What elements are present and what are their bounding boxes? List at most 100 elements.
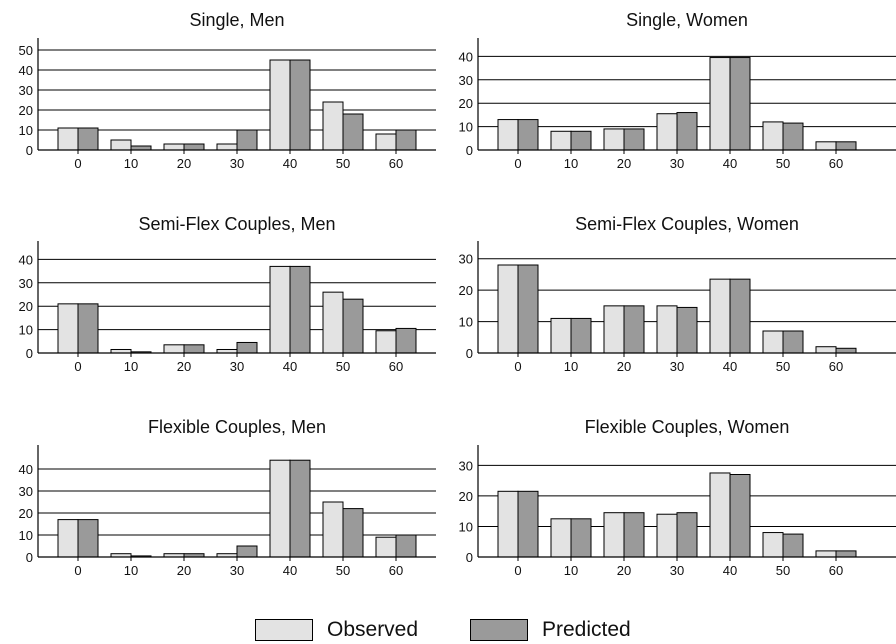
- x-tick-label: 0: [514, 359, 521, 374]
- bar-observed: [322, 291, 344, 354]
- x-tick-label: 10: [564, 359, 578, 374]
- bar-predicted: [183, 344, 205, 354]
- y-tick-label: 30: [459, 73, 473, 88]
- chart-panel: Flexible Couples, Women 0 10 20 30 0 10 20 30 40 5…: [459, 417, 896, 578]
- bar-predicted: [835, 550, 857, 558]
- y-tick-label: 30: [19, 484, 33, 499]
- bar-predicted: [835, 141, 857, 151]
- y-tick-label: 30: [459, 458, 473, 473]
- x-tick-label: 50: [776, 359, 790, 374]
- x-tick-label: 0: [74, 563, 81, 578]
- bar-observed: [497, 264, 519, 354]
- x-tick-label: 40: [283, 156, 297, 171]
- bar-predicted: [236, 129, 258, 151]
- chart-title: Semi-Flex Couples, Women: [575, 214, 799, 234]
- bar-predicted: [623, 512, 645, 558]
- y-tick-label: 0: [466, 550, 473, 565]
- bar-observed: [603, 512, 625, 558]
- y-tick-label: 10: [459, 315, 473, 330]
- bar-predicted: [183, 143, 205, 151]
- chart-title: Single, Women: [626, 10, 748, 30]
- x-tick-label: 20: [177, 156, 191, 171]
- x-tick-label: 20: [617, 359, 631, 374]
- x-tick-label: 60: [829, 156, 843, 171]
- y-tick-label: 0: [466, 143, 473, 158]
- bar-observed: [269, 59, 291, 151]
- bar-predicted: [782, 330, 804, 354]
- bar-predicted: [342, 113, 364, 151]
- y-tick-label: 20: [459, 283, 473, 298]
- bar-observed: [269, 459, 291, 558]
- y-tick-label: 30: [19, 276, 33, 291]
- chart-title: Flexible Couples, Men: [148, 417, 326, 437]
- x-tick-label: 10: [124, 359, 138, 374]
- bar-observed: [375, 133, 397, 151]
- bar-observed: [603, 128, 625, 151]
- x-tick-label: 30: [670, 563, 684, 578]
- y-tick-label: 20: [459, 489, 473, 504]
- bar-predicted: [289, 459, 311, 558]
- x-tick-label: 50: [336, 563, 350, 578]
- bar-predicted: [236, 341, 258, 354]
- bar-observed: [497, 119, 519, 151]
- y-tick-label: 40: [19, 63, 33, 78]
- bar-predicted: [517, 119, 539, 151]
- x-tick-label: 40: [723, 563, 737, 578]
- x-tick-label: 40: [723, 156, 737, 171]
- x-tick-label: 10: [564, 156, 578, 171]
- y-tick-label: 20: [19, 103, 33, 118]
- bar-observed: [550, 130, 572, 151]
- bar-observed: [656, 113, 678, 151]
- bar-observed: [550, 317, 572, 354]
- chart-title: Single, Men: [189, 10, 284, 30]
- bar-predicted: [77, 519, 99, 558]
- bar-observed: [550, 518, 572, 558]
- x-tick-label: 40: [723, 359, 737, 374]
- x-tick-label: 30: [230, 359, 244, 374]
- x-tick-label: 10: [564, 563, 578, 578]
- bar-predicted: [77, 127, 99, 151]
- bar-observed: [603, 305, 625, 354]
- bar-observed: [497, 490, 519, 558]
- bar-predicted: [729, 278, 751, 354]
- bar-predicted: [782, 122, 804, 151]
- bar-predicted: [395, 534, 417, 558]
- y-tick-label: 10: [459, 519, 473, 534]
- x-tick-label: 60: [389, 563, 403, 578]
- y-tick-label: 10: [19, 323, 33, 338]
- x-tick-label: 0: [514, 156, 521, 171]
- x-tick-label: 60: [829, 563, 843, 578]
- bar-observed: [216, 143, 238, 151]
- legend-item-predicted: Predicted: [470, 618, 631, 642]
- x-tick-label: 20: [177, 563, 191, 578]
- bar-predicted: [517, 264, 539, 354]
- bar-observed: [57, 519, 79, 558]
- bar-observed: [709, 278, 731, 354]
- bar-observed: [762, 121, 784, 151]
- chart-title: Flexible Couples, Women: [585, 417, 790, 437]
- x-tick-label: 60: [389, 359, 403, 374]
- bar-observed: [815, 141, 837, 151]
- y-tick-label: 10: [19, 123, 33, 138]
- y-tick-label: 30: [459, 252, 473, 267]
- bar-observed: [269, 265, 291, 354]
- bar-observed: [709, 57, 731, 151]
- bar-predicted: [835, 347, 857, 354]
- x-tick-label: 10: [124, 156, 138, 171]
- bar-predicted: [395, 327, 417, 354]
- bar-observed: [322, 101, 344, 151]
- chart-panel: Semi-Flex Couples, Women 0 10 20 30 0 10 20 30 40…: [459, 214, 896, 374]
- x-tick-label: 60: [389, 156, 403, 171]
- bar-predicted: [782, 533, 804, 558]
- bar-predicted: [342, 298, 364, 354]
- x-tick-label: 20: [617, 156, 631, 171]
- x-tick-label: 0: [514, 563, 521, 578]
- legend-swatch-predicted: [470, 619, 528, 641]
- bar-observed: [815, 346, 837, 354]
- bar-observed: [57, 127, 79, 151]
- y-tick-label: 10: [19, 528, 33, 543]
- legend-swatch-observed: [255, 619, 313, 641]
- x-tick-label: 20: [177, 359, 191, 374]
- y-tick-label: 0: [26, 346, 33, 361]
- chart-panel: Single, Women 0 10 20 30 40 0 10 20 30 40 50 60: [459, 10, 896, 171]
